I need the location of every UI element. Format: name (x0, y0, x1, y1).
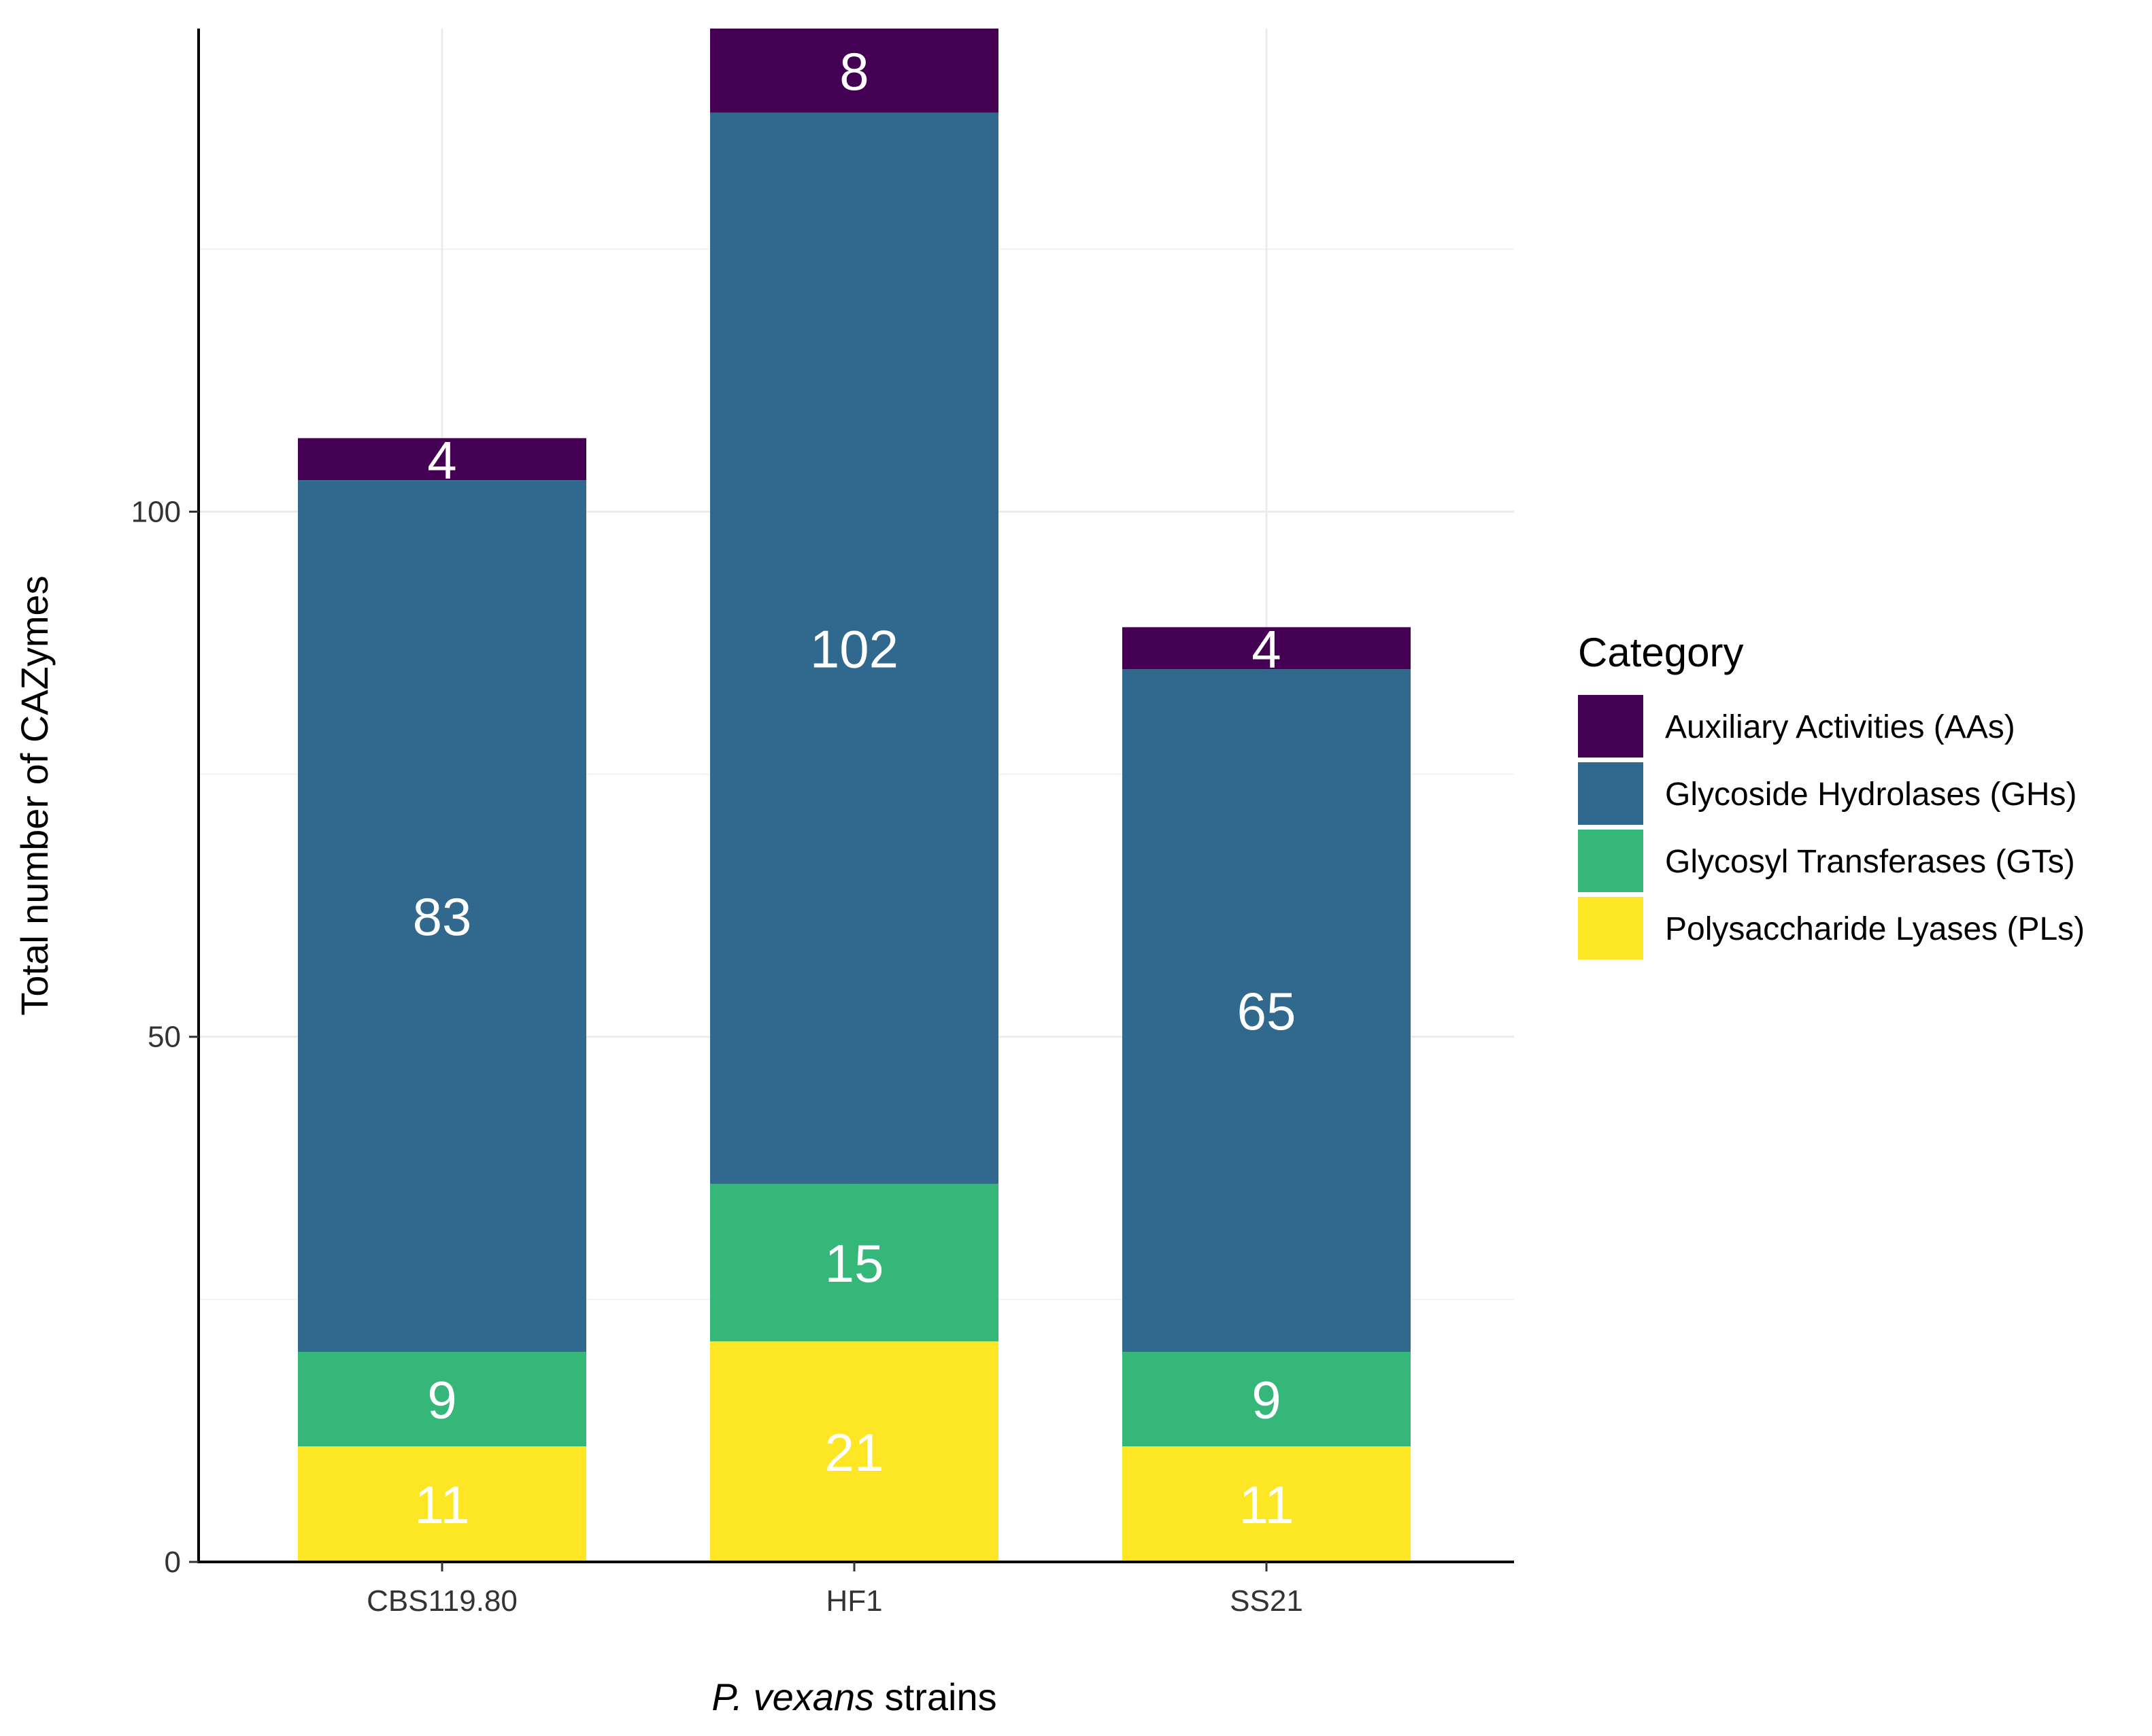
y-tick-label: 100 (131, 495, 181, 528)
bar-segment (298, 1446, 586, 1562)
x-tick-label: CBS119.80 (367, 1584, 518, 1618)
legend: Category Auxiliary Activities (AAs) Glyco… (1578, 630, 2085, 959)
segment-value-label: 9 (427, 1370, 456, 1430)
legend-title: Category (1578, 630, 1743, 675)
x-tick-label: SS21 (1230, 1584, 1303, 1618)
legend-label: Glycosyl Transferases (GTs) (1665, 844, 2075, 880)
bar-segment (298, 438, 586, 481)
x-axis-title-italic: P. vexans (711, 1675, 874, 1718)
segment-value-label: 102 (810, 619, 898, 679)
segment-value-label: 4 (1251, 619, 1281, 679)
legend-key (1578, 897, 1643, 959)
segment-labels: 11 9 83 4 21 15 102 8 11 9 65 4 (413, 41, 1296, 1535)
bar-segment (710, 1341, 998, 1562)
x-tick-label: HF1 (826, 1584, 882, 1618)
legend-key (1578, 830, 1643, 892)
x-axis-title-rest: strains (874, 1675, 997, 1718)
axes (197, 29, 1514, 1563)
legend-label: Auxiliary Activities (AAs) (1665, 709, 2015, 745)
legend-label: Glycoside Hydrolases (GHs) (1665, 777, 2077, 813)
segment-value-label: 11 (415, 1475, 470, 1535)
bars (298, 29, 1411, 1562)
y-tick-label: 0 (165, 1546, 181, 1579)
segment-value-label: 11 (1239, 1475, 1294, 1535)
bar-segment (710, 29, 998, 113)
legend-label: Polysaccharide Lyases (PLs) (1665, 911, 2085, 947)
y-axis-title: Total number of CAZymes (13, 575, 56, 1015)
bar-segment (1122, 1352, 1411, 1447)
segment-value-label: 9 (1251, 1370, 1281, 1430)
segment-value-label: 21 (825, 1423, 884, 1482)
y-tick-label: 50 (148, 1021, 181, 1054)
bar-segment (710, 112, 998, 1184)
legend-key (1578, 695, 1643, 758)
segment-value-label: 8 (839, 41, 869, 101)
segment-value-label: 4 (427, 430, 456, 490)
bar-segment (1122, 1446, 1411, 1562)
bar-segment (1122, 627, 1411, 670)
bar-segment (710, 1183, 998, 1342)
bar-segment (1122, 669, 1411, 1352)
ticks: 0 50 100 CBS119.80 HF1 SS21 (131, 495, 1303, 1618)
legend-key (1578, 762, 1643, 825)
x-axis-title: P. vexans strains (711, 1675, 996, 1718)
segment-value-label: 83 (413, 887, 472, 947)
bar-segment (298, 1352, 586, 1447)
segment-value-label: 15 (825, 1233, 884, 1293)
segment-value-label: 65 (1237, 981, 1296, 1041)
bar-segment (298, 480, 586, 1352)
